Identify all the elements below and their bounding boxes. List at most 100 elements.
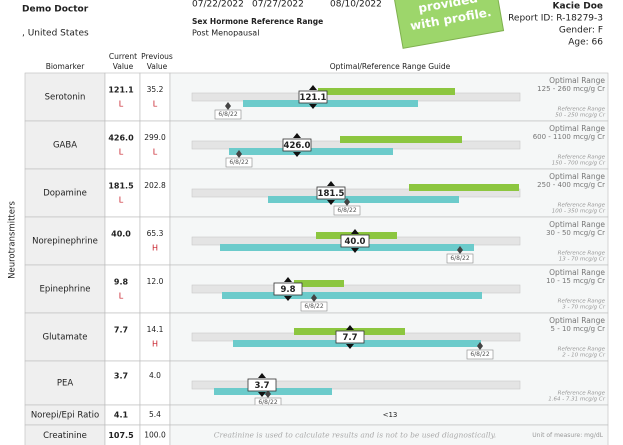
previous-date: 6/8/22 [450, 255, 469, 262]
previous-date: 6/8/22 [304, 303, 323, 310]
current-value: 40.0 [111, 230, 131, 239]
date: 07/27/2022 [252, 0, 304, 10]
reference-label: Reference Range [558, 251, 606, 257]
optimal-label: Optimal Range [549, 220, 605, 229]
reference-bar [214, 388, 332, 395]
column-header: Biomarker [46, 62, 85, 71]
value-cell [104, 120, 141, 170]
reference-bar [229, 148, 393, 155]
optimal-label: Optimal Range [549, 76, 605, 85]
current-box [298, 90, 328, 104]
current-marker [258, 373, 266, 397]
patient-name: Kacie Doe [553, 2, 603, 12]
location: , United States [22, 29, 89, 39]
reference-range: 13 - 70 mcg/g Cr [559, 257, 606, 263]
value-cell [139, 360, 171, 406]
flag: L [153, 100, 158, 109]
range-subtitle: Post Menopausal [192, 29, 259, 38]
biomarker-name: Epinephrine [40, 285, 91, 295]
biomarker-name: Norepinephrine [32, 237, 98, 247]
current-marker [351, 229, 359, 253]
optimal-label: Optimal Range [549, 172, 605, 181]
guide-text: <13 [383, 411, 398, 419]
date: 07/22/2022 [192, 0, 244, 10]
flag: L [119, 100, 124, 109]
biomarker-name: PEA [57, 379, 73, 389]
reference-label: Reference Range [558, 299, 606, 305]
biomarker-name: Creatinine [43, 431, 87, 441]
value-cell [139, 72, 171, 122]
flag: H [152, 244, 158, 253]
previous-date: 6/8/22 [218, 111, 237, 118]
previous-box [300, 301, 328, 312]
unit: Unit of measure: mg/dL [532, 432, 603, 439]
current-box [247, 378, 277, 392]
reference-range: 100 - 350 mcg/g Cr [552, 209, 606, 215]
reference-range: 1.64 - 7.31 mcg/g Cr [548, 397, 606, 403]
biomarker-cell [24, 360, 106, 406]
current-marker-label: 9.8 [280, 285, 295, 295]
previous-box [225, 157, 253, 168]
current-value: 3.7 [114, 372, 128, 381]
biomarker-name: Glutamate [43, 333, 88, 343]
note: Creatinine is used to calculate results … [214, 431, 496, 440]
current-value: 121.1 [108, 86, 134, 95]
previous-value: 12.0 [147, 277, 164, 286]
reference-bar [220, 244, 474, 251]
value-cell [104, 216, 141, 266]
current-marker [293, 133, 301, 157]
column-header: Current [109, 52, 137, 61]
flag: L [119, 148, 124, 157]
section-label: Neurotransmitters [8, 201, 18, 279]
biomarker-name: Norepi/Epi Ratio [31, 411, 99, 421]
reference-range: 2 - 10 mcg/g Cr [562, 353, 606, 359]
value-cell [139, 264, 171, 314]
optimal-range: 250 - 400 mcg/g Cr [537, 181, 605, 189]
current-marker [309, 85, 317, 109]
reference-range: 3 - 70 mcg/g Cr [562, 305, 606, 311]
previous-value: 5.4 [149, 410, 161, 419]
biomarker-name: Dopamine [43, 189, 87, 199]
value-cell [139, 216, 171, 266]
reference-label: Reference Range [558, 107, 606, 113]
current-marker [284, 277, 292, 301]
previous-value: 35.2 [147, 85, 164, 94]
reference-bar [233, 340, 481, 347]
flag: L [153, 148, 158, 157]
optimal-bar [294, 280, 344, 287]
column-header: Value [113, 62, 134, 71]
current-marker-label: 181.5 [318, 189, 345, 199]
previous-date: 6/8/22 [337, 207, 356, 214]
current-box [282, 138, 312, 152]
current-box [340, 234, 370, 248]
biomarker-cell [24, 168, 106, 218]
biomarker-cell [24, 312, 106, 362]
value-cell [104, 168, 141, 218]
flag: H [152, 340, 158, 349]
biomarker-name: Serotonin [45, 93, 86, 103]
reference-label: Reference Range [558, 347, 606, 353]
reference-label: Reference Range [558, 155, 606, 161]
previous-value: 4.0 [149, 371, 161, 380]
reference-range: 50 - 250 mcg/g Cr [555, 113, 606, 119]
value-cell [104, 72, 141, 122]
sticker: provided with profile. [391, 0, 505, 49]
previous-value: 65.3 [147, 229, 164, 238]
biomarker-name: GABA [53, 141, 77, 151]
guide-cell [169, 424, 609, 445]
current-marker-label: 3.7 [254, 381, 269, 391]
previous-marker [457, 246, 463, 254]
current-value: 4.1 [114, 411, 129, 420]
reference-bar [268, 196, 459, 203]
current-marker [346, 325, 354, 349]
biomarker-cell [24, 216, 106, 266]
value-cell [139, 312, 171, 362]
reference-label: Reference Range [558, 391, 606, 397]
reference-bar [243, 100, 418, 107]
optimal-range: 10 - 15 mcg/g Cr [546, 277, 605, 285]
value-cell [104, 360, 141, 406]
value-cell [104, 264, 141, 314]
flag: L [119, 196, 124, 205]
current-marker-label: 121.1 [300, 93, 327, 103]
